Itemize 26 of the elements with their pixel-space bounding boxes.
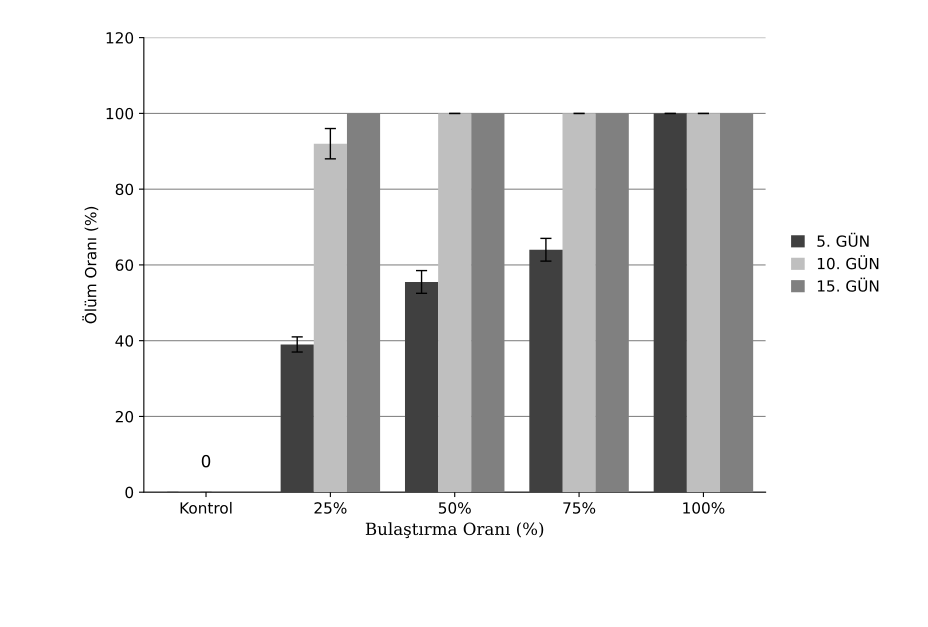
y-tick-label: 20 — [116, 410, 134, 422]
y-tick-label: 100 — [106, 108, 134, 120]
y-tick-label: 0 — [125, 486, 134, 498]
bar — [529, 250, 562, 492]
x-tick-label: Kontrol — [180, 502, 232, 514]
legend-label: 10. GÜN — [818, 255, 878, 270]
annotation: 0 — [202, 454, 210, 468]
bar — [562, 113, 596, 492]
bar — [686, 113, 720, 492]
y-tick-label: 120 — [106, 32, 134, 44]
x-tick-label: 25% — [314, 502, 347, 514]
bar — [404, 282, 438, 492]
x-tick-label: 50% — [438, 502, 471, 514]
legend-label: 15. GÜN — [818, 278, 878, 292]
bar — [654, 113, 687, 492]
y-tick-label: 80 — [116, 184, 134, 196]
y-tick-label: 40 — [115, 335, 134, 347]
y-tick-label: 60 — [116, 259, 134, 271]
bar — [438, 113, 472, 492]
legend-label: 5. GÜN — [817, 232, 869, 247]
bar — [280, 344, 314, 492]
x-axis-title: Bulaştırma Oranı (%) — [366, 522, 544, 538]
y-axis-title: Ölüm Oranı (%) — [82, 206, 98, 324]
bar — [314, 144, 347, 492]
x-tick-label: 75% — [563, 502, 596, 514]
x-tick-label: 100% — [683, 502, 724, 514]
